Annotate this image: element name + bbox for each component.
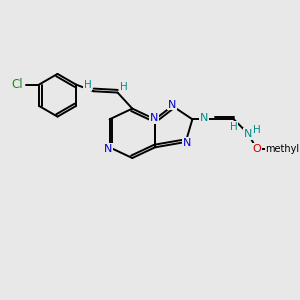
Text: H: H — [230, 122, 238, 132]
Text: N: N — [149, 113, 158, 123]
Text: N: N — [200, 113, 208, 123]
Text: O: O — [252, 144, 261, 154]
Text: N: N — [168, 100, 176, 110]
Text: methyl: methyl — [266, 144, 300, 154]
Text: N: N — [104, 144, 112, 154]
Text: H: H — [84, 80, 92, 90]
Text: N: N — [244, 129, 253, 139]
Text: N: N — [183, 138, 191, 148]
Text: H: H — [120, 82, 128, 92]
Text: H: H — [253, 125, 260, 135]
Text: Cl: Cl — [12, 78, 23, 91]
